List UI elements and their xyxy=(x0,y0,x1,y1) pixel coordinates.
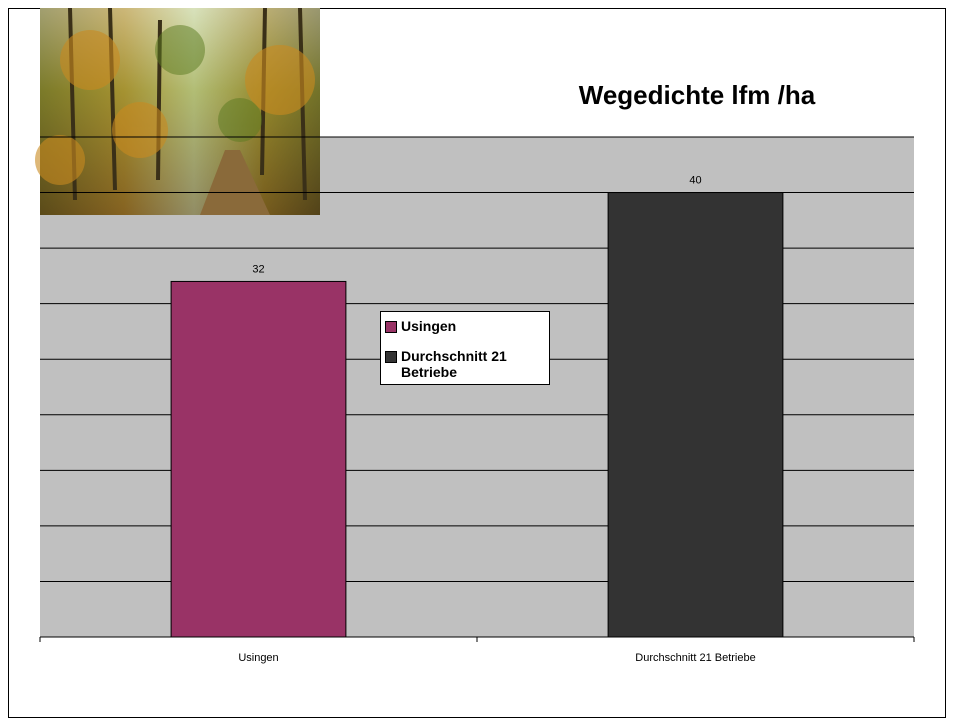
legend-item: Durchschnitt 21 Betriebe xyxy=(385,348,545,380)
slide-border xyxy=(8,8,946,718)
legend-label: Usingen xyxy=(401,318,457,334)
value-label: 40 xyxy=(689,174,701,186)
photo xyxy=(35,7,320,215)
legend-label: Durchschnitt 21 Betriebe xyxy=(401,348,507,380)
chart-title: Wegedichte lfm /ha xyxy=(579,80,816,110)
x-tick-label: Usingen xyxy=(238,652,278,664)
legend-swatch xyxy=(385,321,397,333)
value-label: 32 xyxy=(252,263,264,275)
x-tick-label: Durchschnitt 21 Betriebe xyxy=(635,652,755,664)
legend-item: Usingen xyxy=(385,318,545,334)
bar xyxy=(170,280,347,638)
legend-swatch xyxy=(385,351,397,363)
legend: Usingen Durchschnitt 21 Betriebe xyxy=(380,311,550,385)
bar xyxy=(607,192,784,638)
